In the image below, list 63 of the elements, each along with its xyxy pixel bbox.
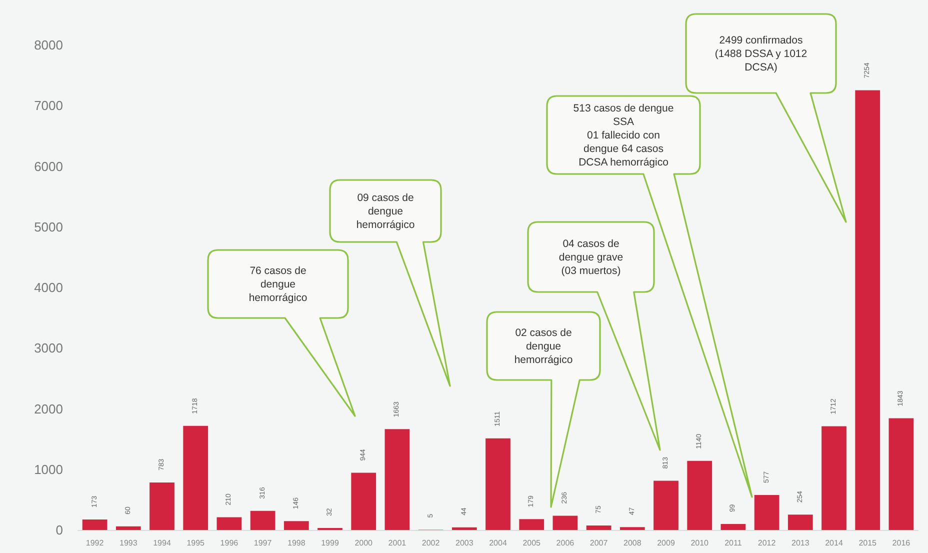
bar <box>654 480 678 530</box>
bar <box>586 525 612 530</box>
bar <box>720 524 746 530</box>
annotation: 513 casos de dengue SSA 01 fallecido con dengue 64 casos DCSA hemorrágico <box>573 102 674 168</box>
x-tick-label: 2004 <box>489 538 508 548</box>
bar <box>822 426 846 530</box>
x-tick-label: 2007 <box>590 538 608 548</box>
x-tick-label: 2010 <box>690 538 710 548</box>
x-tick-label: 2011 <box>724 538 742 548</box>
x-tick-label: 1992 <box>86 538 104 548</box>
x-tick-label: 2015 <box>858 538 878 548</box>
x-tick-label: 2002 <box>422 538 440 548</box>
bar <box>754 495 780 530</box>
x-tick-label: 2012 <box>758 538 776 548</box>
x-tick-label: 2014 <box>825 538 844 548</box>
x-tick-label: 1998 <box>288 538 306 548</box>
bar <box>116 526 141 530</box>
x-tick-label: 1996 <box>220 538 239 548</box>
bar <box>855 90 880 530</box>
x-tick-label: 2009 <box>657 538 676 548</box>
x-tick-label: 1994 <box>153 538 172 548</box>
bar <box>384 429 410 530</box>
annotation: 09 casos de dengue hemorrágico <box>356 192 415 231</box>
y-tick-label: 0 <box>56 522 63 538</box>
bar <box>250 510 276 530</box>
bar <box>788 514 813 530</box>
x-tick-label: 2013 <box>792 538 810 548</box>
y-tick-label: 4000 <box>34 280 63 295</box>
bar <box>216 517 242 530</box>
x-tick-label: 2001 <box>388 538 407 548</box>
bar <box>82 520 108 530</box>
annotation: 2499 confirmados (1488 DSSA y 1012 DCSA) <box>714 34 808 74</box>
y-tick-label: 1000 <box>34 462 63 477</box>
bar <box>552 516 578 530</box>
x-tick-label: 2005 <box>522 538 542 548</box>
y-tick-label: 2000 <box>34 401 63 416</box>
bar <box>888 418 914 530</box>
x-tick-label: 2008 <box>624 538 642 548</box>
y-tick-label: 3000 <box>34 340 63 356</box>
bar <box>150 482 174 530</box>
annotation: 04 casos de dengue grave (03 muertos) <box>558 238 624 277</box>
bar <box>183 426 208 530</box>
bar <box>452 527 477 530</box>
bar <box>620 527 645 530</box>
x-tick-label: 2006 <box>556 538 575 548</box>
x-tick-label: 2016 <box>892 538 911 548</box>
y-tick-label: 7000 <box>34 98 63 114</box>
y-tick-label: 6000 <box>34 158 63 174</box>
annotation: 76 casos de dengue hemorrágico <box>248 265 308 304</box>
x-tick-label: 1995 <box>186 538 206 548</box>
x-tick-label: 1997 <box>254 538 272 548</box>
bar <box>486 438 510 530</box>
bar <box>687 460 712 530</box>
x-tick-label: 1993 <box>120 538 138 548</box>
annotation: 02 casos de dengue hemorrágico <box>514 327 573 366</box>
bar <box>519 519 544 530</box>
bar <box>284 521 309 530</box>
y-tick-label: 8000 <box>34 38 63 52</box>
y-tick-label: 5000 <box>34 219 63 234</box>
x-tick-label: 2003 <box>456 538 474 548</box>
x-tick-label: 1999 <box>321 538 340 548</box>
x-tick-label: 2000 <box>354 538 374 548</box>
bar <box>351 472 376 530</box>
